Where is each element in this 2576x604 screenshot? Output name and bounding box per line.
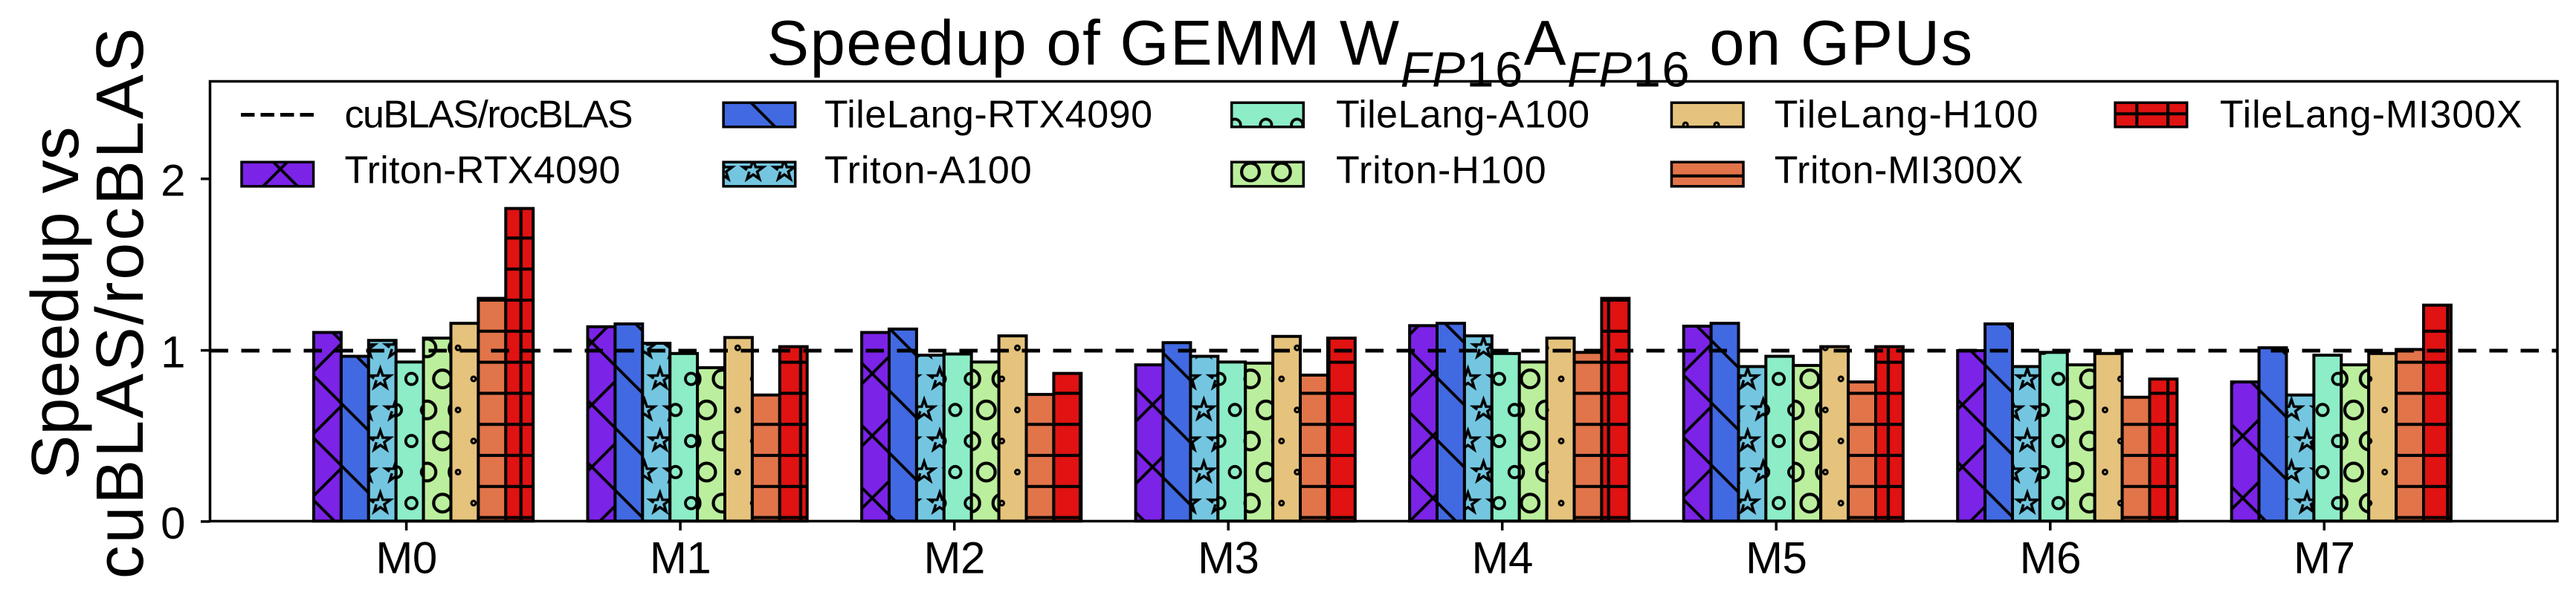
svg-text:Triton-RTX4090: Triton-RTX4090: [345, 149, 621, 192]
svg-text:2: 2: [161, 156, 185, 206]
svg-text:cuBLAS/rocBLAS: cuBLAS/rocBLAS: [83, 26, 158, 579]
svg-text:M7: M7: [2293, 533, 2354, 582]
svg-text:0: 0: [161, 499, 185, 548]
svg-text:TileLang-MI300X: TileLang-MI300X: [2220, 94, 2523, 137]
svg-text:TileLang-RTX4090: TileLang-RTX4090: [824, 94, 1153, 137]
svg-text:TileLang-A100: TileLang-A100: [1336, 94, 1590, 137]
svg-text:M4: M4: [1472, 533, 1533, 582]
svg-text:Speedup vs: Speedup vs: [19, 126, 93, 479]
svg-text:TileLang-H100: TileLang-H100: [1775, 94, 2039, 137]
svg-text:M0: M0: [375, 533, 436, 582]
svg-text:M2: M2: [924, 533, 985, 582]
svg-text:M1: M1: [650, 533, 711, 582]
svg-text:Triton-A100: Triton-A100: [824, 149, 1033, 192]
svg-text:M3: M3: [1198, 533, 1259, 582]
svg-text:Triton-H100: Triton-H100: [1336, 149, 1547, 192]
svg-text:Triton-MI300X: Triton-MI300X: [1775, 149, 2024, 192]
svg-text:cuBLAS/rocBLAS: cuBLAS/rocBLAS: [345, 94, 633, 137]
svg-text:M6: M6: [2020, 533, 2081, 582]
svg-text:M5: M5: [1746, 533, 1807, 582]
svg-text:1: 1: [161, 328, 185, 377]
